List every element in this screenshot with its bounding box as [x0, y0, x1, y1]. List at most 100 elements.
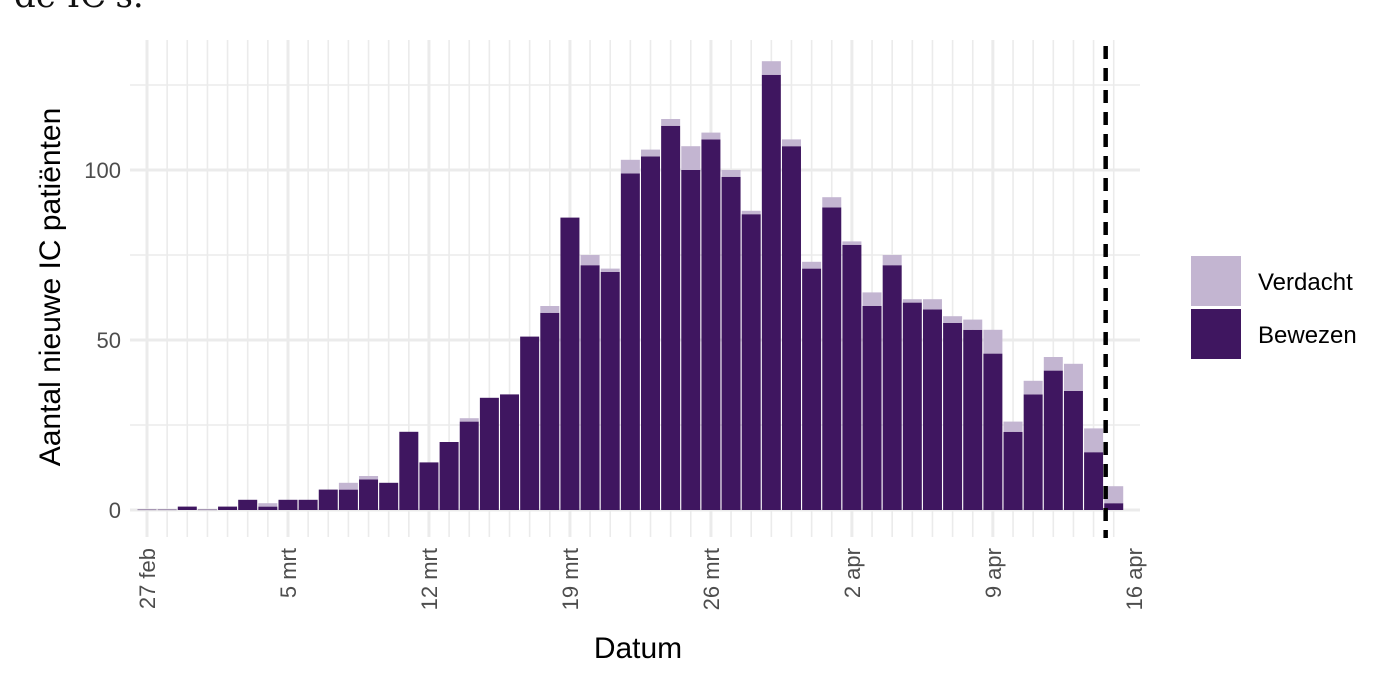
- bar-verdacht: [600, 268, 620, 272]
- bar-verdacht: [882, 255, 902, 266]
- bar-verdacht: [540, 306, 560, 313]
- x-tick-label: 5 mrt: [276, 548, 301, 598]
- bar-bewezen: [379, 482, 399, 510]
- x-tick-label: 9 apr: [981, 548, 1006, 598]
- bar-bewezen: [701, 139, 721, 510]
- y-axis-title: Aantal nieuwe IC patiënten: [34, 108, 67, 467]
- bar-bewezen: [600, 272, 620, 510]
- legend: Verdacht Bewezen: [1191, 256, 1357, 359]
- bar-bewezen: [218, 506, 238, 510]
- legend-swatch-bewezen: [1191, 309, 1241, 359]
- bar-zero: [137, 509, 157, 511]
- bar-bewezen: [721, 176, 741, 511]
- bars: [137, 61, 1124, 511]
- bar-bewezen: [459, 421, 479, 510]
- bar-verdacht: [922, 299, 942, 310]
- bar-verdacht: [761, 61, 781, 75]
- bar-bewezen: [399, 431, 419, 510]
- bar-verdacht: [741, 210, 761, 215]
- bar-verdacht: [1003, 421, 1023, 432]
- bar-bewezen: [1104, 503, 1124, 510]
- bar-bewezen: [943, 323, 963, 510]
- bar-verdacht: [902, 299, 922, 303]
- x-tick-label: 2 apr: [840, 548, 865, 598]
- x-axis-ticks: 27 feb 5 mrt 12 mrt 19 mrt 26 mrt 2 apr 9 apr 1…: [135, 548, 1147, 610]
- bar-verdacht: [781, 139, 801, 147]
- bar-bewezen: [1003, 431, 1023, 510]
- bar-bewezen: [1043, 370, 1063, 510]
- bar-verdacht: [661, 119, 681, 126]
- bar-bewezen: [177, 506, 197, 510]
- y-tick-label: 50: [97, 328, 121, 353]
- bar-verdacht: [681, 146, 701, 170]
- bar-bewezen: [520, 336, 540, 510]
- bar-bewezen: [963, 329, 983, 510]
- bar-bewezen: [902, 302, 922, 510]
- bar-bewezen: [641, 156, 660, 510]
- bar-bewezen: [842, 244, 862, 511]
- y-tick-label: 0: [109, 498, 121, 523]
- bar-verdacht: [1104, 486, 1124, 504]
- bar-zero: [197, 509, 217, 511]
- bar-bewezen: [500, 394, 520, 510]
- bar-verdacht: [1023, 380, 1043, 395]
- bar-bewezen: [862, 306, 882, 510]
- bar-verdacht: [1063, 363, 1083, 391]
- bar-verdacht: [1084, 428, 1104, 453]
- bar-verdacht: [721, 170, 741, 177]
- x-tick-label: 12 mrt: [417, 548, 442, 610]
- bar-verdacht: [338, 482, 358, 490]
- bar-bewezen: [1063, 391, 1083, 510]
- x-axis-title: Datum: [594, 632, 682, 665]
- bar-bewezen: [620, 173, 640, 510]
- bar-bewezen: [741, 214, 761, 510]
- bar-bewezen: [278, 499, 298, 510]
- bar-bewezen: [318, 489, 338, 510]
- bar-verdacht: [862, 292, 882, 306]
- y-axis-ticks: 0 50 100: [84, 158, 121, 523]
- bar-verdacht: [963, 319, 983, 330]
- bar-bewezen: [761, 74, 781, 511]
- bar-bewezen: [580, 265, 600, 510]
- bar-bewezen: [681, 170, 701, 510]
- bar-bewezen: [882, 265, 902, 510]
- bar-bewezen: [822, 207, 842, 510]
- x-tick-label: 19 mrt: [558, 548, 583, 610]
- cropped-caption-text: de IC's.: [14, 0, 144, 16]
- bar-verdacht: [701, 132, 721, 140]
- bar-verdacht: [943, 316, 963, 323]
- bar-verdacht: [258, 503, 278, 507]
- bar-bewezen: [560, 217, 580, 510]
- x-tick-label: 27 feb: [135, 548, 160, 609]
- bar-bewezen: [298, 499, 318, 510]
- bar-bewezen: [802, 268, 822, 510]
- bar-bewezen: [540, 312, 560, 510]
- bar-verdacht: [822, 197, 842, 208]
- bar-verdacht: [842, 241, 862, 245]
- bar-bewezen: [359, 479, 379, 510]
- bar-verdacht: [459, 418, 479, 422]
- bar-zero: [157, 509, 177, 511]
- bar-bewezen: [781, 146, 801, 510]
- bar-verdacht: [1043, 357, 1063, 371]
- bar-bewezen: [258, 506, 278, 510]
- bar-bewezen: [439, 442, 459, 510]
- bar-verdacht: [802, 261, 822, 269]
- bar-verdacht: [620, 159, 640, 174]
- bar-verdacht: [641, 149, 660, 157]
- legend-label-verdacht: Verdacht: [1258, 269, 1353, 296]
- bar-verdacht: [359, 476, 379, 480]
- bar-verdacht: [580, 255, 600, 266]
- bar-bewezen: [238, 499, 258, 510]
- bar-bewezen: [922, 309, 942, 510]
- bar-bewezen: [983, 353, 1003, 510]
- bar-verdacht: [983, 329, 1003, 354]
- bar-bewezen: [661, 125, 681, 511]
- bar-bewezen: [338, 489, 358, 510]
- legend-label-bewezen: Bewezen: [1258, 322, 1357, 349]
- x-tick-label: 26 mrt: [699, 548, 724, 610]
- bar-bewezen: [479, 397, 499, 510]
- x-tick-label: 16 apr: [1122, 548, 1147, 610]
- y-tick-label: 100: [84, 158, 121, 183]
